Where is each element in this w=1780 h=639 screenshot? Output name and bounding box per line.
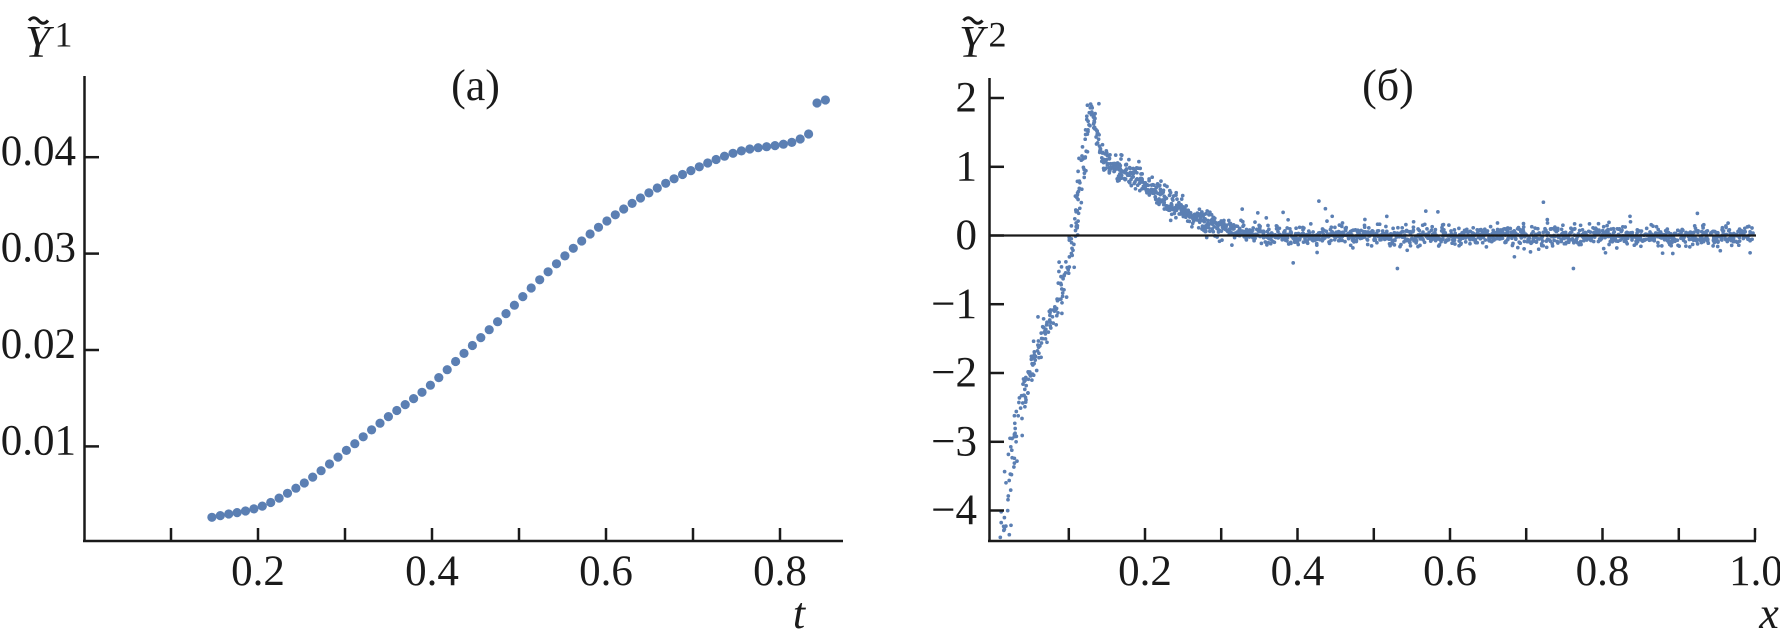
svg-text:0.03: 0.03 [1,225,76,272]
svg-text:2: 2 [956,75,978,122]
svg-text:0.8: 0.8 [1576,548,1630,595]
svg-text:(a): (a) [451,61,500,110]
svg-text:−1: −1 [931,281,977,328]
svg-text:−4: −4 [931,487,977,534]
svg-text:−2: −2 [931,350,977,397]
svg-text:2: 2 [989,15,1007,55]
svg-text:1: 1 [956,143,978,190]
svg-text:0.01: 0.01 [1,417,76,464]
svg-text:Y: Y [959,17,989,67]
svg-text:0: 0 [956,212,978,259]
svg-text:0.4: 0.4 [405,548,459,595]
svg-text:t: t [793,589,807,638]
svg-text:(б): (б) [1362,61,1414,110]
svg-text:Y: Y [25,17,55,67]
svg-text:0.4: 0.4 [1271,548,1325,595]
svg-text:0.2: 0.2 [1118,548,1172,595]
svg-text:−3: −3 [931,418,977,465]
svg-text:0.04: 0.04 [1,128,76,175]
svg-text:0.2: 0.2 [231,548,285,595]
svg-text:0.6: 0.6 [1423,548,1477,595]
svg-text:1: 1 [55,15,73,55]
svg-text:0.02: 0.02 [1,321,76,368]
svg-text:1.0: 1.0 [1729,548,1780,595]
svg-text:0.6: 0.6 [579,548,633,595]
svg-text:0.8: 0.8 [753,548,807,595]
svg-text:x: x [1758,589,1779,638]
